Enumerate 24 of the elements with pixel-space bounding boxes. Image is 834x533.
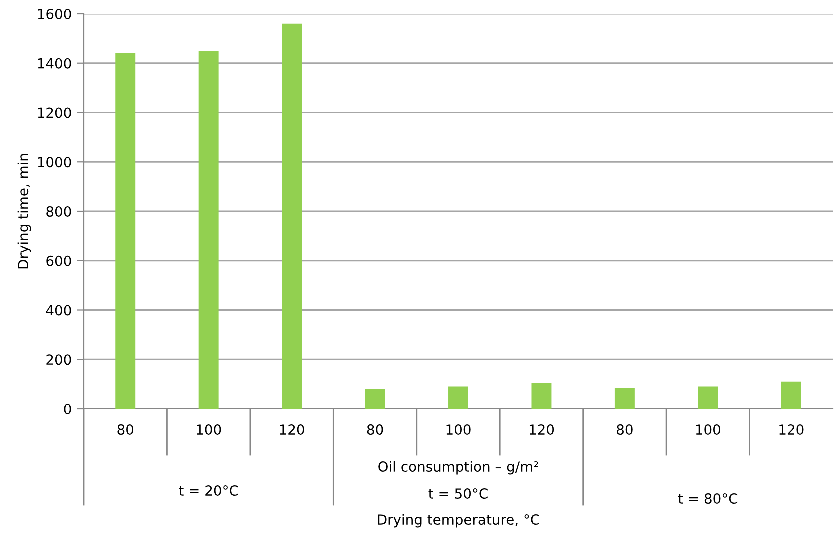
y-tick-label: 1400: [38, 58, 72, 69]
text: t = 20°C: [179, 486, 238, 496]
x-tick-label: 80: [617, 424, 633, 436]
text: t = 80°C: [678, 494, 738, 504]
y-tick-label: 0: [64, 404, 72, 414]
x-tick-label: 100: [197, 424, 222, 436]
y-tick-label: 1000: [38, 157, 72, 168]
x-tick-label: 100: [446, 424, 471, 436]
y-tick-label: 200: [46, 354, 72, 366]
x-tick-label: 120: [530, 424, 554, 436]
x-tick-label: 120: [780, 424, 804, 436]
text: t = 50°C: [428, 488, 488, 500]
text: Oil consumption – g/m²: [378, 461, 538, 475]
y-tick-label: 600: [46, 256, 72, 266]
y-tick-label: 800: [46, 206, 72, 217]
x-tick-label: 120: [280, 424, 304, 436]
x-tick-label: 80: [367, 424, 384, 436]
x-tick-label: 100: [696, 424, 720, 436]
x-tick-label: 80: [118, 424, 134, 436]
y-axis-title: Drying time, min: [18, 154, 32, 269]
y-tick-label: 400: [46, 305, 72, 316]
y-tick-label: 1600: [38, 8, 72, 20]
y-tick-label: 1200: [38, 108, 72, 118]
text: Drying temperature, °C: [378, 514, 540, 528]
